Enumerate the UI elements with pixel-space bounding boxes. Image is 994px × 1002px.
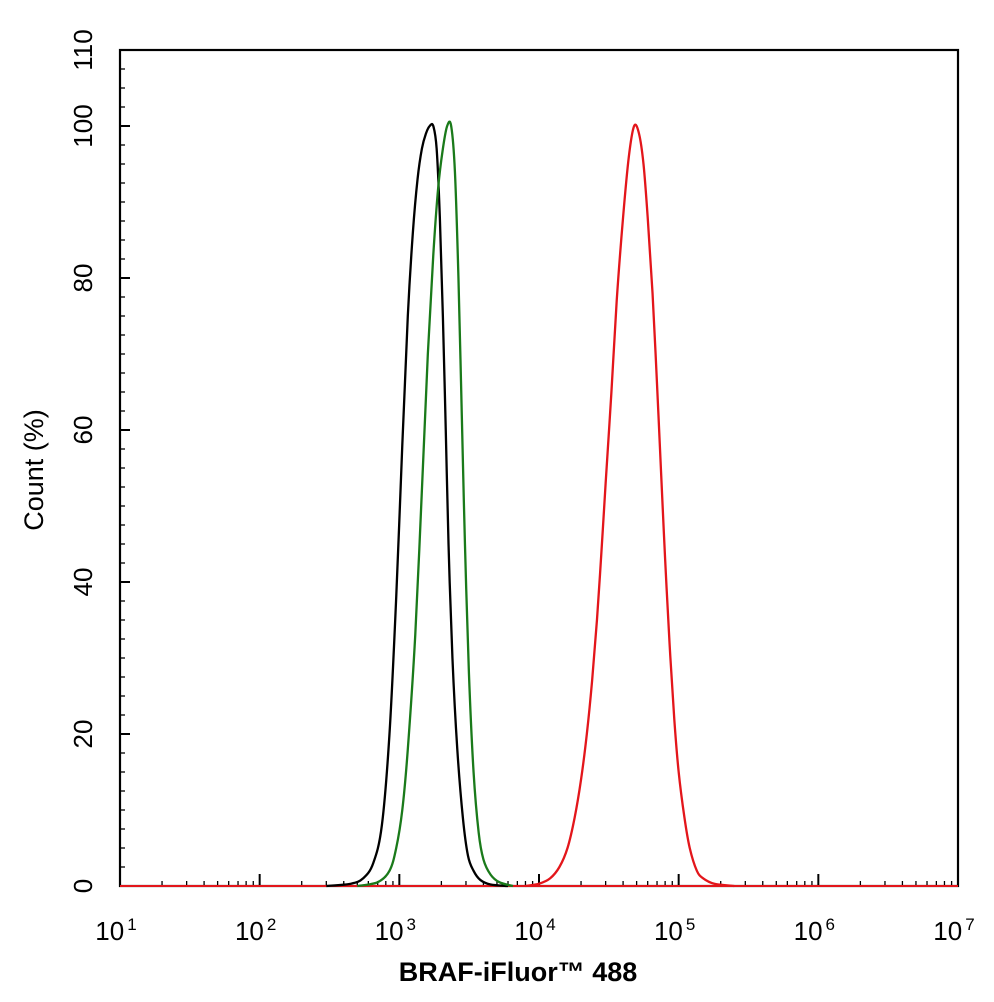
y-tick-label: 80	[68, 264, 98, 293]
plot-frame	[118, 48, 960, 888]
x-axis-title: BRAF-iFluor™ 488	[399, 957, 638, 987]
x-tick-label: 10 7	[933, 915, 974, 946]
x-tick-label: 10 3	[375, 915, 416, 946]
y-tick-label: 40	[68, 568, 98, 597]
y-tick-label: 0	[68, 879, 98, 893]
x-tick-label: 10 5	[654, 915, 695, 946]
x-tick-label: 10 2	[235, 915, 276, 946]
series-line-1	[326, 122, 509, 888]
series-line-2	[357, 120, 514, 888]
y-tick-label: 60	[68, 416, 98, 445]
x-tick-label: 10 6	[794, 915, 835, 946]
x-tick-label: 10 4	[514, 915, 555, 946]
plot-border	[118, 48, 960, 888]
minor-ticks	[120, 49, 953, 886]
y-tick-label: 20	[68, 720, 98, 749]
y-tick-labels: 0 20 40 60 80 100 110	[68, 29, 98, 893]
series-layer	[120, 120, 958, 888]
x-tick-label: 10 1	[95, 915, 136, 946]
y-axis-title: Count (%)	[19, 409, 49, 531]
series-line-3	[525, 123, 735, 888]
y-tick-label: 110	[68, 29, 98, 70]
y-tick-label: 100	[68, 104, 98, 147]
x-tick-labels: 10 1 10 2 10 3 10 4 10 5 10 6 10 7	[95, 915, 974, 946]
major-ticks	[119, 49, 959, 887]
